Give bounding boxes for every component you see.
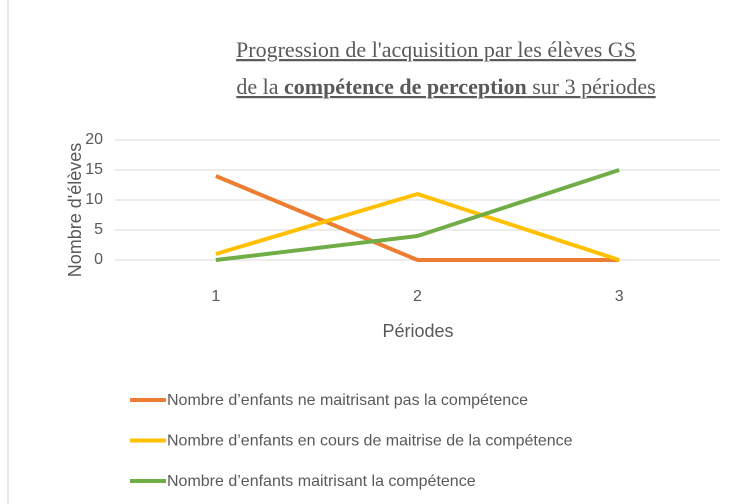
- title-part: sur 3 périodes: [527, 74, 656, 99]
- legend-label: Nombre d’enfants maitrisant la compétenc…: [167, 473, 476, 490]
- x-tick-label: 2: [413, 288, 422, 305]
- title-part: compétence de perception: [284, 74, 527, 99]
- series-line: [215, 174, 620, 262]
- x-tick-label: 3: [615, 288, 624, 305]
- x-axis-label: Périodes: [382, 321, 453, 341]
- x-tick-label: 1: [211, 288, 220, 305]
- y-axis-label: Nombre d'élèves: [65, 143, 85, 278]
- y-tick-label: 20: [85, 131, 103, 148]
- legend-label: Nombre d’enfants ne maitrisant pas la co…: [167, 392, 528, 409]
- series-line: [215, 168, 620, 262]
- y-tick-label: 0: [94, 251, 103, 268]
- y-tick-label: 15: [85, 161, 103, 178]
- y-tick-label: 5: [94, 221, 103, 238]
- chart-title: Progression de l'acquisition par les élè…: [236, 37, 636, 62]
- legend-label: Nombre d’enfants en cours de maitrise de…: [167, 433, 573, 450]
- title-part: de la: [236, 74, 284, 99]
- chart-subtitle: de la compétence de perception sur 3 pér…: [236, 74, 655, 99]
- y-tick-label: 10: [85, 191, 103, 208]
- series-line: [215, 192, 620, 262]
